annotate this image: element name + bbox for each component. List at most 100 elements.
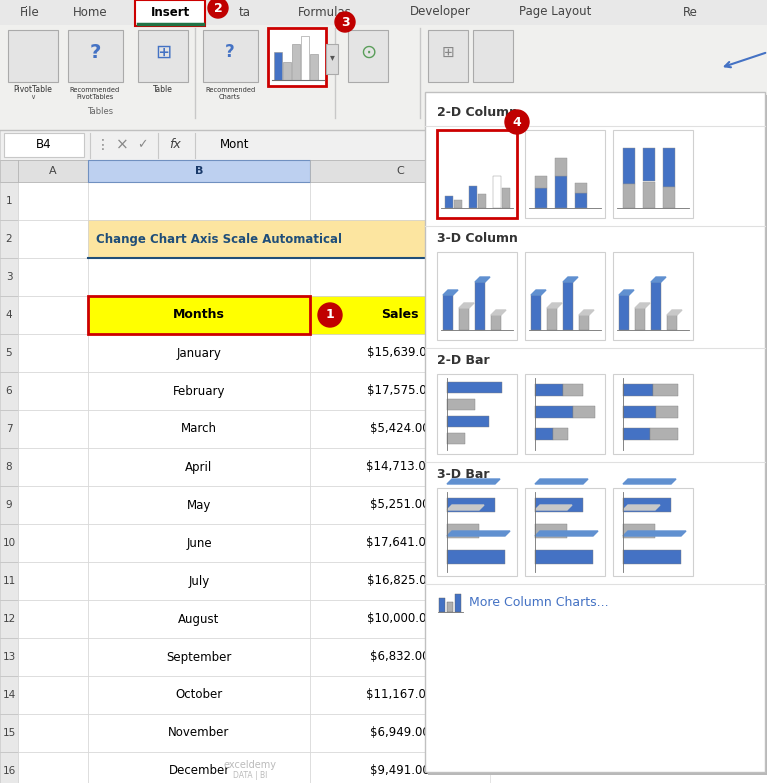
Bar [439, 598, 445, 612]
Text: 1: 1 [326, 309, 334, 322]
Bar [88, 714, 310, 752]
Bar [635, 308, 645, 330]
Text: 11: 11 [2, 576, 15, 586]
Text: ⋮: ⋮ [96, 138, 110, 152]
Text: 3: 3 [5, 272, 12, 282]
Text: January: January [176, 347, 222, 359]
Polygon shape [651, 277, 666, 282]
Bar [623, 550, 681, 564]
Text: More Column Charts...: More Column Charts... [469, 596, 609, 608]
Bar [437, 488, 517, 576]
Text: $6,832.00: $6,832.00 [370, 651, 430, 663]
Bar [348, 30, 388, 82]
Text: 3-D Column: 3-D Column [437, 233, 518, 246]
Text: $17,575.00: $17,575.00 [367, 384, 433, 398]
Bar [525, 488, 605, 576]
Bar [301, 36, 309, 80]
Bar [656, 406, 678, 418]
Polygon shape [623, 479, 676, 484]
Bar [535, 550, 593, 564]
Bar [573, 406, 595, 418]
Text: Formulas: Formulas [298, 5, 352, 19]
Text: September: September [166, 651, 232, 663]
Bar [310, 600, 490, 638]
Text: B: B [195, 166, 203, 176]
Bar [623, 384, 653, 396]
Bar [563, 282, 573, 330]
Text: Recommended: Recommended [205, 87, 255, 93]
Bar [0, 220, 18, 258]
Text: PivotTables: PivotTables [77, 94, 114, 100]
Bar [623, 406, 656, 418]
Text: Sales: Sales [381, 309, 419, 322]
Bar [18, 372, 88, 410]
Bar [447, 524, 479, 538]
Text: 2: 2 [214, 2, 222, 15]
Bar [310, 714, 490, 752]
Bar [447, 382, 502, 393]
Bar [88, 410, 310, 448]
Bar [0, 752, 18, 783]
Text: Table: Table [153, 85, 173, 95]
Text: Recommended: Recommended [70, 87, 120, 93]
Bar [447, 550, 505, 564]
Bar [650, 428, 678, 440]
Polygon shape [619, 290, 634, 295]
Bar [88, 296, 310, 334]
Bar [0, 334, 18, 372]
Bar [443, 295, 453, 330]
Bar [0, 486, 18, 524]
Text: June: June [186, 536, 212, 550]
Bar [88, 220, 310, 258]
Bar [478, 194, 486, 208]
Bar [18, 486, 88, 524]
Bar [88, 448, 310, 486]
Bar [274, 52, 282, 80]
Bar [292, 44, 300, 80]
Text: ?: ? [89, 42, 100, 62]
Bar [469, 186, 477, 208]
Text: May: May [187, 499, 211, 511]
Text: B4: B4 [36, 139, 52, 151]
Bar [18, 600, 88, 638]
Bar [0, 182, 18, 220]
Bar [623, 428, 650, 440]
Bar [310, 296, 490, 334]
Polygon shape [447, 479, 500, 484]
Text: $11,167.00: $11,167.00 [367, 688, 433, 702]
Text: 4: 4 [5, 310, 12, 320]
Text: fx: fx [170, 139, 181, 151]
Text: ta: ta [239, 5, 251, 19]
Bar [18, 752, 88, 783]
Bar [653, 384, 678, 396]
Text: Mont: Mont [220, 139, 249, 151]
Bar [535, 524, 567, 538]
Bar [437, 252, 517, 340]
Bar [0, 0, 767, 25]
Bar [18, 220, 88, 258]
Bar [613, 374, 693, 454]
Bar [268, 28, 326, 86]
Bar [447, 498, 495, 512]
Text: ✓: ✓ [137, 139, 147, 151]
Bar [437, 130, 517, 218]
Polygon shape [443, 290, 458, 295]
Bar [0, 160, 18, 182]
Text: 9: 9 [5, 500, 12, 510]
Bar [575, 183, 587, 193]
Bar [0, 25, 767, 130]
Bar [525, 130, 605, 218]
Text: 13: 13 [2, 652, 15, 662]
Bar [579, 315, 589, 330]
Bar [135, 0, 205, 26]
Bar [535, 406, 573, 418]
Text: Months: Months [173, 309, 225, 322]
Bar [459, 308, 469, 330]
Bar [310, 258, 490, 296]
Text: C: C [396, 166, 404, 176]
Text: 3-D Bar: 3-D Bar [437, 468, 489, 482]
Bar [310, 448, 490, 486]
Polygon shape [535, 531, 598, 536]
Bar [88, 486, 310, 524]
Bar [535, 384, 563, 396]
